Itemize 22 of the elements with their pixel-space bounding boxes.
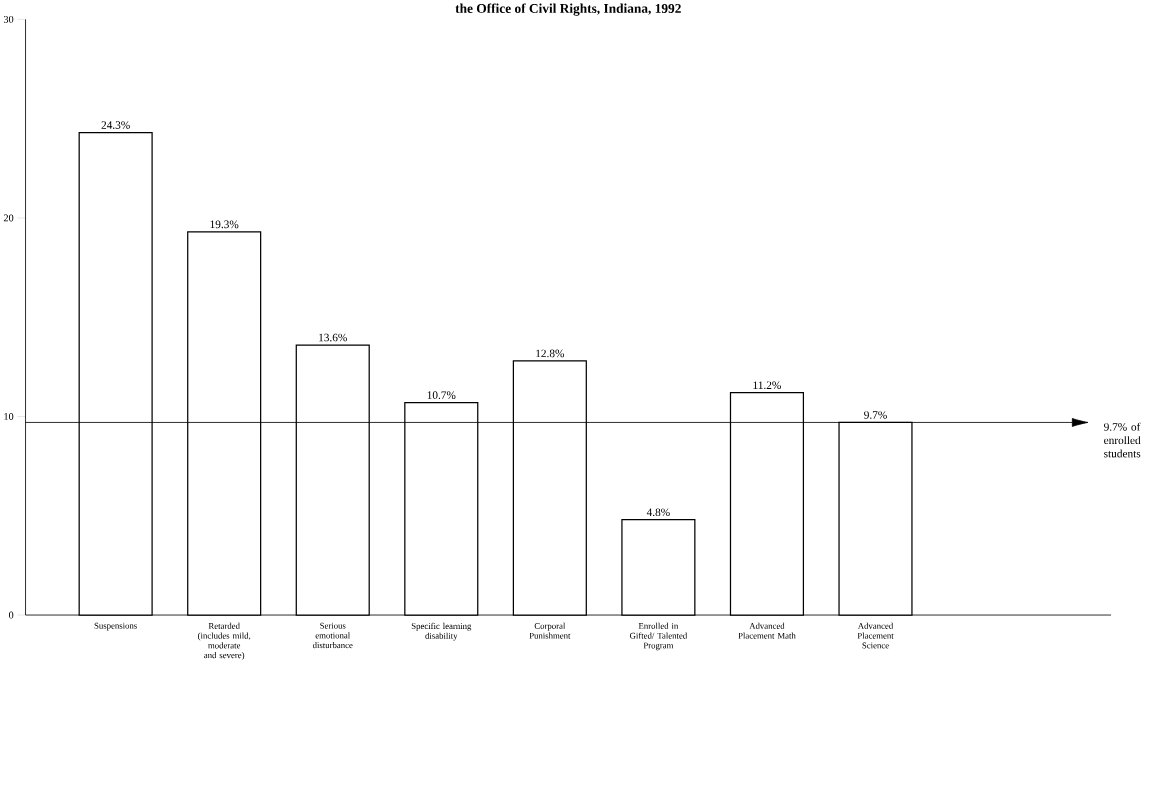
data-label: 19.3% xyxy=(210,220,239,229)
data-label: 9.7% xyxy=(864,411,887,419)
data-label: 4.8% xyxy=(646,508,670,517)
chart-title: the Office of Civil Rights, Indiana, 1992 xyxy=(455,3,681,16)
x-tick-label: Serious emotional disturbance xyxy=(312,622,353,649)
x-tick-label: Retarded (includes mild, moderate and severe) xyxy=(198,622,251,661)
data-label: 24.3% xyxy=(101,121,130,130)
x-tick-label: Suspensions xyxy=(94,622,137,631)
y-tick-label: 20 xyxy=(3,214,14,222)
y-tick-label: 10 xyxy=(4,413,14,421)
x-tick-label: Corporal Punishment xyxy=(529,622,571,639)
legend-label: 9.7% of enrolled students xyxy=(1104,422,1141,458)
data-label: 12.8% xyxy=(536,349,565,358)
x-tick-label: Enrolled in Gifted/ Talented Program xyxy=(629,622,688,651)
x-tick-label: Advanced Placement Science xyxy=(857,622,894,649)
y-tick-label: 0 xyxy=(8,611,14,619)
data-label: 10.7% xyxy=(427,391,456,400)
data-label: 11.2% xyxy=(753,381,781,390)
y-tick-label: 30 xyxy=(3,16,14,23)
data-label: 13.6% xyxy=(319,333,347,342)
x-tick-label: Advanced Placement Math xyxy=(738,622,796,639)
x-tick-label: Specific learning disability xyxy=(411,622,472,641)
